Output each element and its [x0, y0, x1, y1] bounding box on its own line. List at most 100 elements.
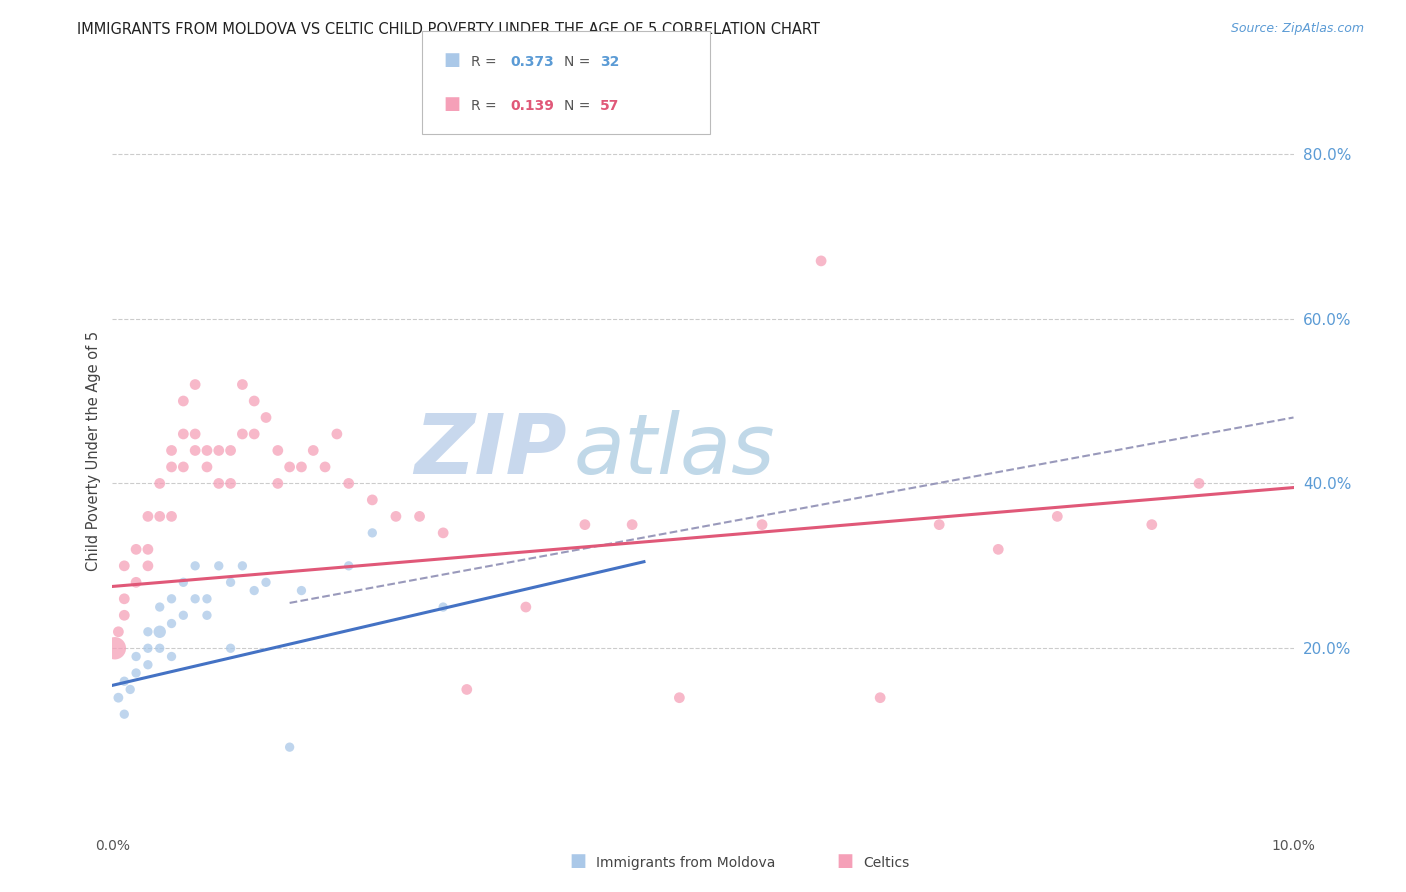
Point [267, 443, 290, 458]
Point [125, 542, 148, 557]
Point [112, 707, 135, 722]
Point [1046, 509, 1069, 524]
Point [621, 517, 644, 532]
Point [125, 649, 148, 664]
Point [172, 459, 194, 474]
Point [184, 443, 207, 458]
Point [195, 608, 218, 623]
Point [112, 591, 135, 606]
Point [231, 427, 253, 442]
Point [172, 394, 194, 409]
Point [160, 459, 183, 474]
Text: R =: R = [471, 54, 501, 69]
Point [219, 641, 242, 656]
Text: IMMIGRANTS FROM MOLDOVA VS CELTIC CHILD POVERTY UNDER THE AGE OF 5 CORRELATION C: IMMIGRANTS FROM MOLDOVA VS CELTIC CHILD … [77, 22, 820, 37]
Point [668, 690, 690, 705]
Point [290, 459, 312, 474]
Point [278, 740, 301, 755]
Point [125, 575, 148, 590]
Point [184, 558, 207, 573]
Point [104, 641, 127, 656]
Point [1140, 517, 1163, 532]
Text: N =: N = [564, 54, 595, 69]
Text: Source: ZipAtlas.com: Source: ZipAtlas.com [1230, 22, 1364, 36]
Point [326, 427, 349, 442]
Text: N =: N = [564, 99, 595, 113]
Point [160, 591, 183, 606]
Point [160, 443, 183, 458]
Point [160, 509, 183, 524]
Point [149, 509, 172, 524]
Point [195, 459, 218, 474]
Point [120, 682, 142, 697]
Point [987, 542, 1010, 557]
Point [195, 443, 218, 458]
Point [208, 443, 231, 458]
Text: Celtics: Celtics [863, 855, 910, 870]
Point [254, 410, 277, 425]
Point [432, 600, 454, 615]
Point [432, 525, 454, 540]
Point [149, 641, 172, 656]
Point [160, 616, 183, 631]
Point [515, 600, 537, 615]
Point [1188, 476, 1211, 491]
Point [172, 575, 194, 590]
Point [136, 657, 159, 672]
Point [456, 682, 478, 697]
Point [361, 492, 384, 507]
Point [751, 517, 773, 532]
Point [112, 558, 135, 573]
Text: ■: ■ [837, 852, 853, 870]
Point [125, 665, 148, 680]
Point [149, 476, 172, 491]
Point [337, 476, 360, 491]
Point [231, 558, 253, 573]
Point [184, 427, 207, 442]
Point [160, 649, 183, 664]
Text: atlas: atlas [574, 410, 775, 491]
Point [149, 600, 172, 615]
Point [172, 608, 194, 623]
Point [136, 641, 159, 656]
Point [243, 394, 266, 409]
Point [267, 476, 290, 491]
Point [136, 509, 159, 524]
Point [172, 427, 194, 442]
Point [112, 674, 135, 689]
Point [302, 443, 325, 458]
Text: 57: 57 [600, 99, 620, 113]
Point [361, 525, 384, 540]
Point [208, 476, 231, 491]
Point [243, 427, 266, 442]
Y-axis label: Child Poverty Under the Age of 5: Child Poverty Under the Age of 5 [86, 330, 101, 571]
Point [149, 624, 172, 639]
Text: ■: ■ [443, 51, 460, 69]
Point [136, 542, 159, 557]
Point [290, 583, 312, 598]
Point [219, 575, 242, 590]
Point [136, 624, 159, 639]
Point [107, 624, 129, 639]
Text: 32: 32 [600, 54, 620, 69]
Point [928, 517, 950, 532]
Point [810, 253, 832, 268]
Text: ■: ■ [569, 852, 586, 870]
Point [337, 558, 360, 573]
Point [385, 509, 408, 524]
Point [254, 575, 277, 590]
Point [243, 583, 266, 598]
Point [112, 608, 135, 623]
Point [184, 591, 207, 606]
Point [869, 690, 891, 705]
Text: ■: ■ [443, 95, 460, 113]
Text: Immigrants from Moldova: Immigrants from Moldova [596, 855, 776, 870]
Point [219, 443, 242, 458]
Point [408, 509, 430, 524]
Point [219, 476, 242, 491]
Text: ZIP: ZIP [415, 410, 567, 491]
Point [278, 459, 301, 474]
Point [231, 377, 253, 392]
Text: R =: R = [471, 99, 501, 113]
Point [574, 517, 596, 532]
